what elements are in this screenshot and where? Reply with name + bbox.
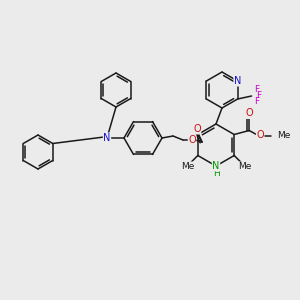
Text: F: F xyxy=(254,85,259,94)
Text: N: N xyxy=(103,133,111,143)
Text: F: F xyxy=(254,97,259,106)
Text: H: H xyxy=(213,169,219,178)
Text: F: F xyxy=(256,91,261,100)
Text: O: O xyxy=(193,124,201,134)
Text: Me: Me xyxy=(277,131,291,140)
Text: Me: Me xyxy=(238,162,252,171)
Text: O: O xyxy=(245,109,253,118)
Text: N: N xyxy=(212,161,220,171)
Text: O: O xyxy=(256,130,264,140)
Text: Me: Me xyxy=(181,162,194,171)
Text: O: O xyxy=(188,135,196,145)
Text: N: N xyxy=(234,76,241,86)
